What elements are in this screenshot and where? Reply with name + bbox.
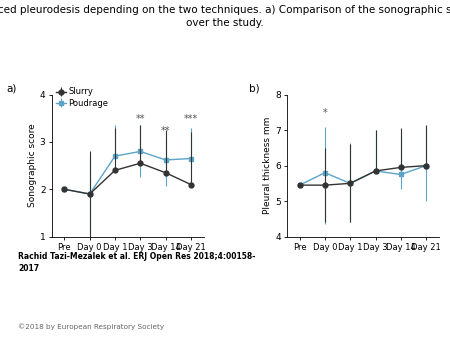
Text: Induced pleurodesis depending on the two techniques. a) Comparison of the sonogr: Induced pleurodesis depending on the two… <box>0 5 450 28</box>
Text: ©2018 by European Respiratory Society: ©2018 by European Respiratory Society <box>18 323 164 330</box>
Text: a): a) <box>6 83 17 93</box>
Text: ***: *** <box>184 114 198 124</box>
Text: b): b) <box>249 83 260 93</box>
Legend: Slurry, Poudrage: Slurry, Poudrage <box>56 88 108 107</box>
Y-axis label: Sonographic score: Sonographic score <box>28 124 37 208</box>
Text: *: * <box>323 108 327 118</box>
Text: Rachid Tazi-Mezalek et al. ERJ Open Res 2018;4:00158-
2017: Rachid Tazi-Mezalek et al. ERJ Open Res … <box>18 252 256 273</box>
Y-axis label: Pleural thickness mm: Pleural thickness mm <box>263 117 272 214</box>
Text: **: ** <box>135 114 145 124</box>
Text: **: ** <box>161 126 170 136</box>
